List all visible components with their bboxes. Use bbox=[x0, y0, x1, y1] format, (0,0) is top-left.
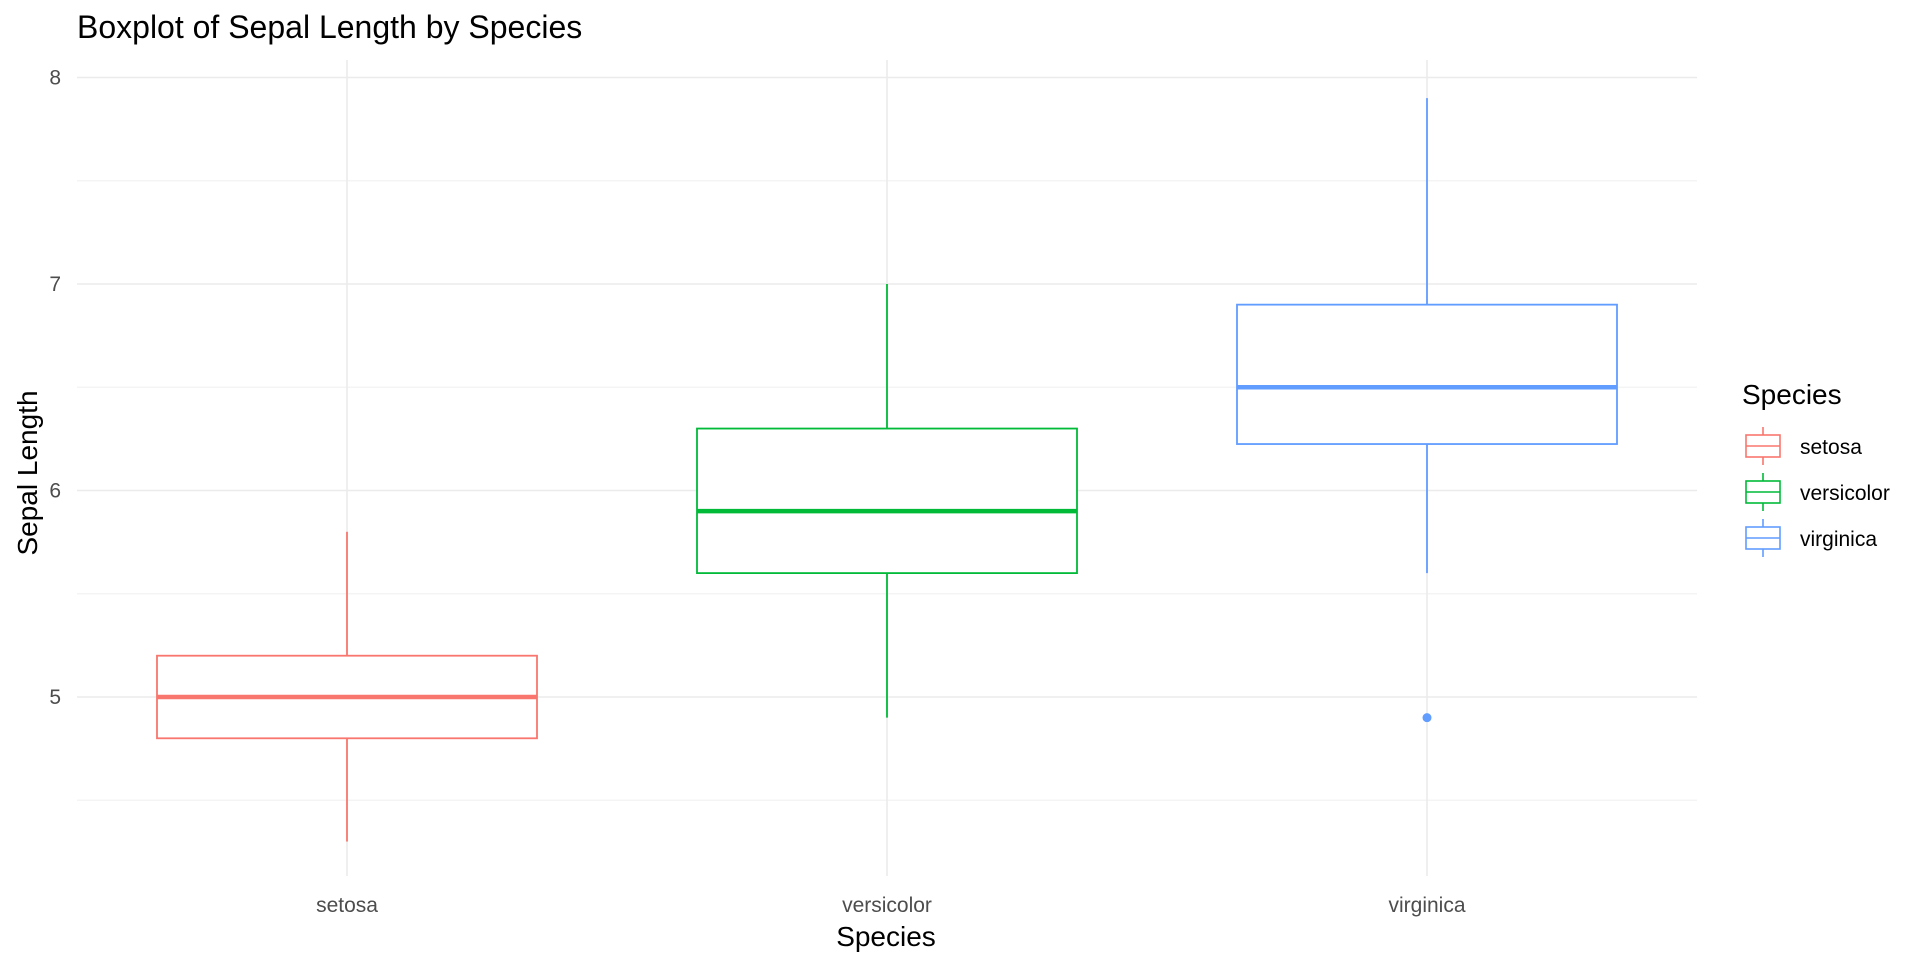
legend-label: versicolor bbox=[1800, 482, 1890, 505]
x-tick-label: versicolor bbox=[842, 894, 932, 917]
legend-label: virginica bbox=[1800, 528, 1877, 551]
box-versicolor bbox=[696, 284, 1078, 718]
legend-item-setosa: setosa bbox=[1745, 427, 1862, 465]
tick-labels: 5 6 7 8 setosa versicolor virginica bbox=[49, 67, 1466, 918]
outlier-point bbox=[1422, 713, 1432, 723]
boxes bbox=[156, 98, 1618, 842]
legend: Species setosa versicolor virginica bbox=[1742, 379, 1890, 557]
legend-label: setosa bbox=[1800, 436, 1862, 459]
y-tick-label: 5 bbox=[49, 686, 61, 709]
y-tick-label: 7 bbox=[49, 273, 61, 296]
y-tick-label: 8 bbox=[49, 67, 61, 90]
x-tick-label: virginica bbox=[1388, 894, 1465, 917]
legend-title: Species bbox=[1742, 379, 1842, 410]
x-axis-title: Species bbox=[836, 921, 936, 952]
box-virginica bbox=[1236, 98, 1618, 723]
x-tick-label: setosa bbox=[316, 894, 378, 917]
legend-item-virginica: virginica bbox=[1745, 519, 1877, 557]
iqr-box bbox=[696, 427, 1078, 574]
iqr-box bbox=[1236, 303, 1618, 445]
y-axis-title: Sepal Length bbox=[12, 390, 43, 555]
legend-item-versicolor: versicolor bbox=[1745, 473, 1890, 511]
y-tick-label: 6 bbox=[49, 480, 61, 503]
box-setosa bbox=[156, 531, 538, 842]
chart-title: Boxplot of Sepal Length by Species bbox=[77, 9, 582, 45]
